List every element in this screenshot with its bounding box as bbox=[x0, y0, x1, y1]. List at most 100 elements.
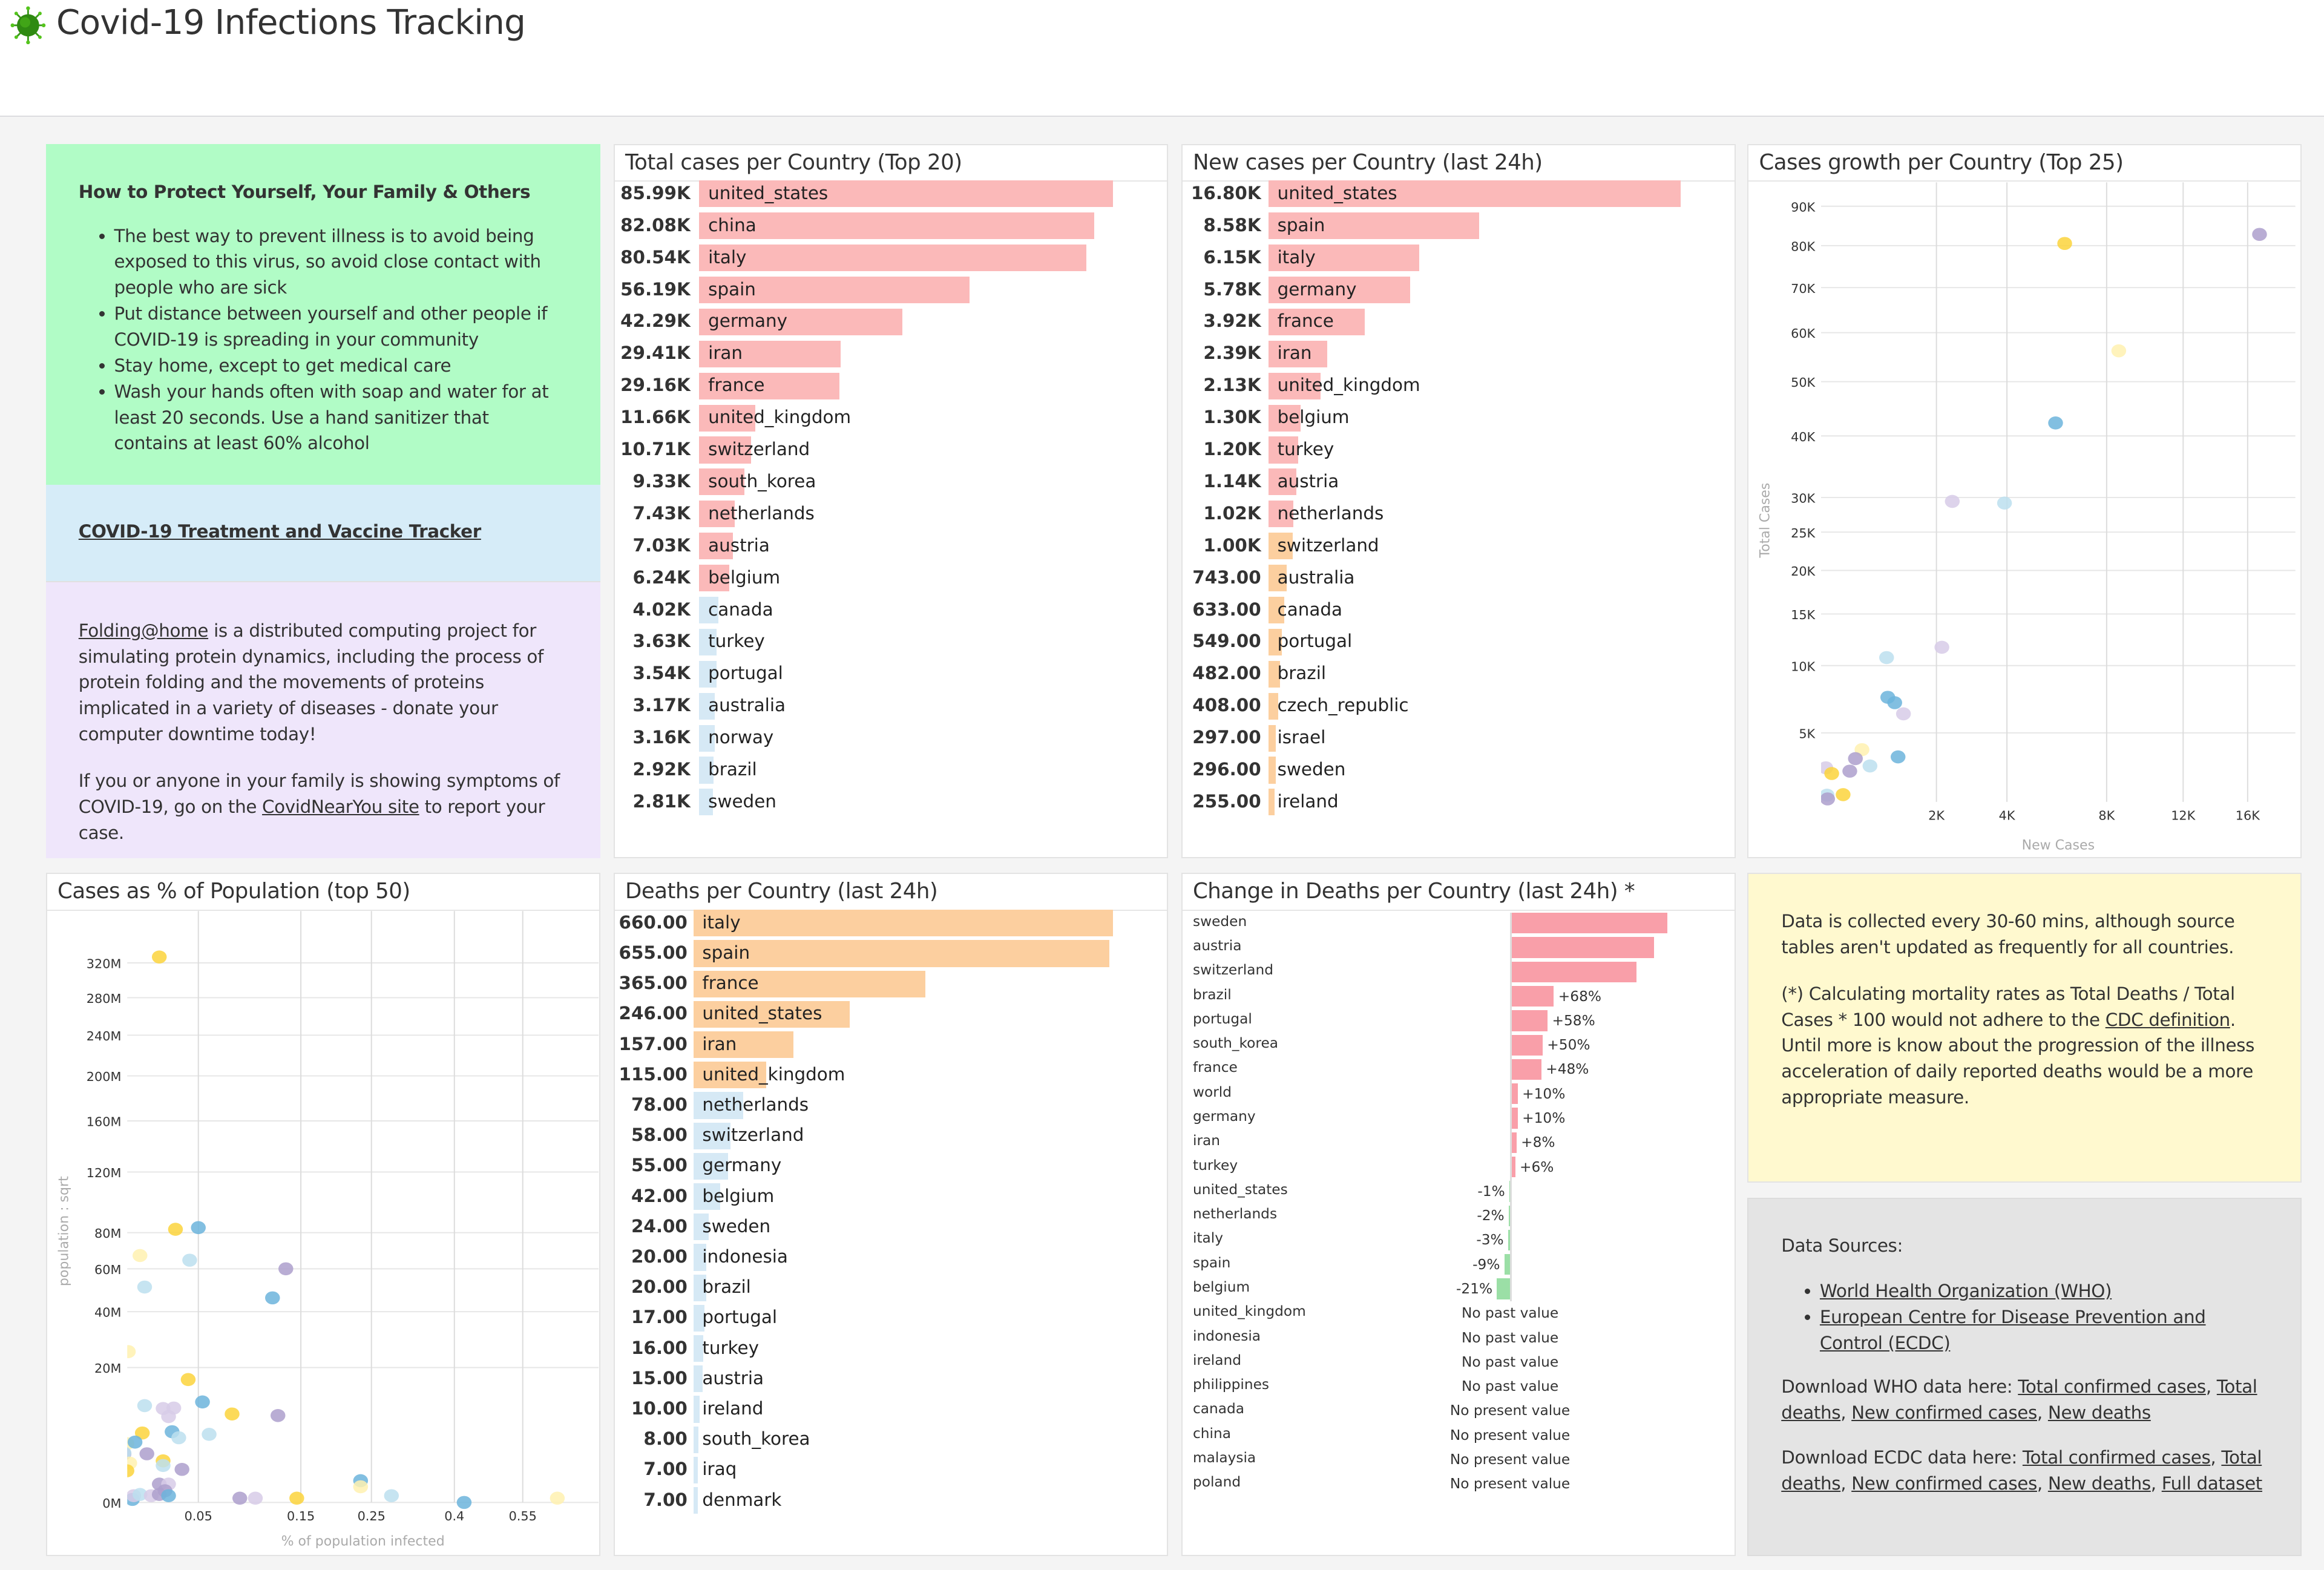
data-point[interactable] bbox=[132, 1249, 148, 1263]
change-row[interactable]: switzerland+201% bbox=[1183, 960, 1735, 984]
bar-row[interactable]: 8.58K spain bbox=[1183, 211, 1735, 242]
data-point[interactable] bbox=[1934, 640, 1950, 654]
bar-row[interactable]: 85.99K united_states bbox=[615, 179, 1167, 210]
download-link[interactable]: Full dataset bbox=[2161, 1473, 2263, 1494]
bar-row[interactable]: 296.00 sweden bbox=[1183, 755, 1735, 786]
change-row[interactable]: indonesia No past value bbox=[1183, 1326, 1735, 1350]
data-point[interactable] bbox=[2111, 344, 2127, 357]
who-link[interactable]: World Health Organization (WHO) bbox=[1819, 1280, 2112, 1301]
data-point[interactable] bbox=[270, 1409, 286, 1423]
data-point[interactable] bbox=[232, 1492, 248, 1505]
change-row[interactable]: sweden+250% bbox=[1183, 911, 1735, 935]
change-row[interactable]: poland No present value bbox=[1183, 1472, 1735, 1496]
data-point[interactable] bbox=[1820, 792, 1836, 806]
bar-row[interactable]: 3.54K portugal bbox=[615, 659, 1167, 690]
bar-row[interactable]: 16.00 turkey bbox=[615, 1334, 1167, 1365]
change-row[interactable]: germany +10% bbox=[1183, 1106, 1735, 1130]
data-point[interactable] bbox=[1997, 496, 2012, 510]
data-point[interactable] bbox=[117, 1447, 132, 1460]
data-point[interactable] bbox=[1896, 707, 1911, 720]
bar-row[interactable]: 82.08K china bbox=[615, 211, 1167, 242]
bar-row[interactable]: 549.00 portugal bbox=[1183, 627, 1735, 658]
bar-row[interactable]: 29.16K france bbox=[615, 371, 1167, 402]
change-row[interactable]: belgium -21% bbox=[1183, 1277, 1735, 1301]
bar-row[interactable]: 1.14K austria bbox=[1183, 467, 1735, 498]
bar-row[interactable]: 78.00 netherlands bbox=[615, 1091, 1167, 1122]
change-row[interactable]: united_states -1% bbox=[1183, 1180, 1735, 1203]
change-row[interactable]: brazil +68% bbox=[1183, 985, 1735, 1008]
cdc-definition-link[interactable]: CDC definition bbox=[2105, 1009, 2230, 1030]
data-point[interactable] bbox=[134, 1427, 150, 1440]
data-point[interactable] bbox=[132, 1488, 148, 1502]
bar-row[interactable]: 10.00 ireland bbox=[615, 1394, 1167, 1425]
bar-row[interactable]: 6.15K italy bbox=[1183, 243, 1735, 274]
bar-row[interactable]: 743.00 australia bbox=[1183, 563, 1735, 594]
bar-row[interactable]: 55.00 germany bbox=[615, 1151, 1167, 1182]
bar-row[interactable]: 3.63K turkey bbox=[615, 627, 1167, 658]
change-row[interactable]: china No present value bbox=[1183, 1424, 1735, 1447]
bar-row[interactable]: 20.00 brazil bbox=[615, 1273, 1167, 1304]
change-row[interactable]: iran +8% bbox=[1183, 1131, 1735, 1154]
data-point[interactable] bbox=[156, 1459, 171, 1473]
data-point[interactable] bbox=[182, 1253, 197, 1267]
bar-row[interactable]: 2.39K iran bbox=[1183, 339, 1735, 370]
change-row[interactable]: spain -9% bbox=[1183, 1253, 1735, 1276]
bar-row[interactable]: 1.00K switzerland bbox=[1183, 531, 1735, 562]
data-point[interactable] bbox=[353, 1480, 368, 1494]
data-point[interactable] bbox=[1836, 787, 1851, 801]
bar-row[interactable]: 297.00 israel bbox=[1183, 723, 1735, 754]
data-point[interactable] bbox=[1862, 759, 1878, 772]
bar-row[interactable]: 16.80K united_states bbox=[1183, 179, 1735, 210]
data-point[interactable] bbox=[180, 1373, 196, 1387]
change-row[interactable]: south_korea +50% bbox=[1183, 1033, 1735, 1057]
data-point[interactable] bbox=[1879, 651, 1894, 664]
data-point[interactable] bbox=[248, 1492, 263, 1505]
data-point[interactable] bbox=[171, 1431, 186, 1445]
bar-row[interactable]: 1.02K netherlands bbox=[1183, 499, 1735, 530]
change-row[interactable]: malaysia No present value bbox=[1183, 1448, 1735, 1471]
data-point[interactable] bbox=[456, 1496, 472, 1509]
data-point[interactable] bbox=[2048, 416, 2064, 430]
bar-row[interactable]: 56.19K spain bbox=[615, 275, 1167, 306]
download-link[interactable]: New confirmed cases bbox=[1851, 1473, 2037, 1494]
bar-row[interactable]: 10.71K switzerland bbox=[615, 435, 1167, 466]
change-row[interactable]: france +48% bbox=[1183, 1057, 1735, 1081]
change-row[interactable]: austria+229% bbox=[1183, 936, 1735, 959]
bar-row[interactable]: 7.00 denmark bbox=[615, 1486, 1167, 1517]
bar-row[interactable]: 11.66K united_kingdom bbox=[615, 403, 1167, 434]
bar-row[interactable]: 7.00 iraq bbox=[615, 1455, 1167, 1486]
bar-row[interactable]: 20.00 indonesia bbox=[615, 1243, 1167, 1273]
download-link[interactable]: Total deaths bbox=[1781, 1376, 2257, 1423]
data-point[interactable] bbox=[264, 1292, 280, 1305]
download-link[interactable]: New confirmed cases bbox=[1851, 1402, 2037, 1423]
data-point[interactable] bbox=[550, 1492, 565, 1505]
data-point[interactable] bbox=[278, 1263, 294, 1276]
bar-row[interactable]: 15.00 austria bbox=[615, 1364, 1167, 1395]
data-point[interactable] bbox=[139, 1447, 154, 1461]
bar-row[interactable]: 115.00 united_kingdom bbox=[615, 1060, 1167, 1091]
data-point[interactable] bbox=[174, 1463, 189, 1477]
change-row[interactable]: netherlands -2% bbox=[1183, 1204, 1735, 1227]
data-point[interactable] bbox=[137, 1399, 153, 1413]
bar-row[interactable]: 17.00 portugal bbox=[615, 1303, 1167, 1334]
bar-row[interactable]: 7.43K netherlands bbox=[615, 499, 1167, 530]
data-point[interactable] bbox=[137, 1281, 153, 1294]
bar-row[interactable]: 633.00 canada bbox=[1183, 596, 1735, 626]
data-point[interactable] bbox=[1945, 494, 1960, 508]
data-point[interactable] bbox=[2057, 237, 2073, 250]
download-link[interactable]: New deaths bbox=[2047, 1402, 2151, 1423]
bar-row[interactable]: 1.20K turkey bbox=[1183, 435, 1735, 466]
data-point[interactable] bbox=[168, 1223, 183, 1237]
download-link[interactable]: Total deaths bbox=[1781, 1447, 2262, 1494]
bar-row[interactable]: 42.00 belgium bbox=[615, 1182, 1167, 1213]
bar-row[interactable]: 29.41K iran bbox=[615, 339, 1167, 370]
data-point[interactable] bbox=[121, 1345, 136, 1359]
bar-row[interactable]: 58.00 switzerland bbox=[615, 1121, 1167, 1152]
bar-row[interactable]: 246.00 united_states bbox=[615, 999, 1167, 1030]
data-point[interactable] bbox=[1824, 766, 1840, 780]
bar-row[interactable]: 8.00 south_korea bbox=[615, 1425, 1167, 1456]
change-row[interactable]: portugal +58% bbox=[1183, 1009, 1735, 1033]
folding-at-home-link[interactable]: Folding@home bbox=[78, 620, 209, 641]
bar-row[interactable]: 80.54K italy bbox=[615, 243, 1167, 274]
bar-row[interactable]: 6.24K belgium bbox=[615, 563, 1167, 594]
